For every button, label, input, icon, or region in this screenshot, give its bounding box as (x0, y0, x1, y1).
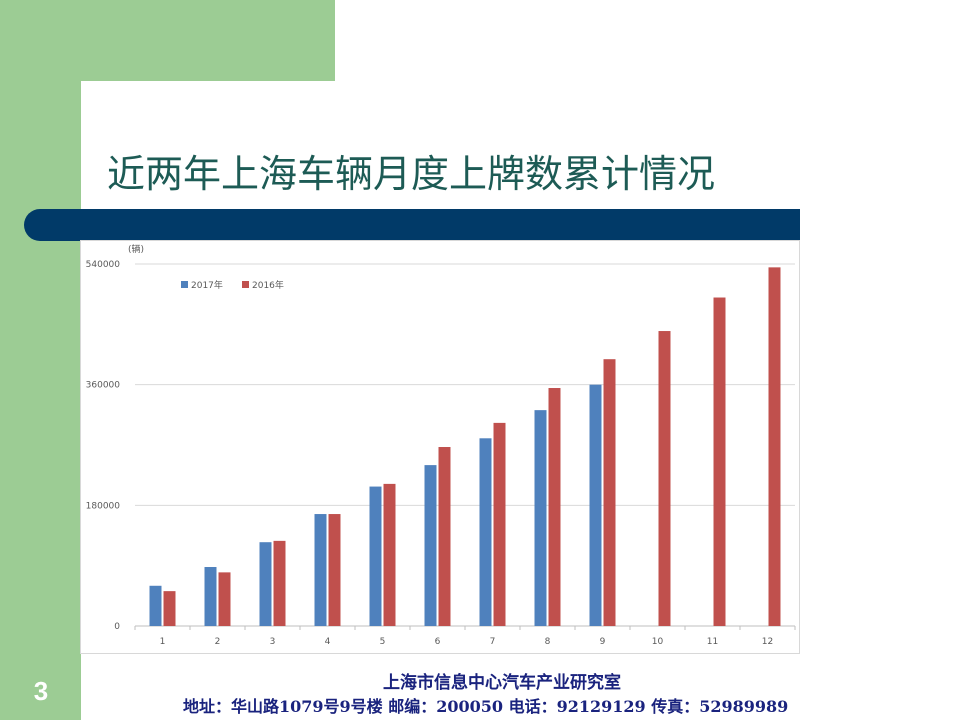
x-tick-label: 11 (707, 637, 718, 647)
bar-2017年-6 (424, 465, 437, 626)
green-left-band (0, 0, 81, 720)
y-tick-label: 180000 (86, 501, 121, 511)
bar-2016年-4 (328, 514, 341, 626)
y-axis-label: (辆) (128, 243, 144, 255)
bar-2017年-8 (534, 410, 547, 626)
legend-label: 2016年 (252, 279, 284, 291)
bar-2016年-1 (163, 591, 176, 626)
bar-2016年-6 (438, 447, 451, 626)
bar-2017年-5 (369, 486, 382, 626)
bar-2016年-3 (273, 540, 286, 626)
slide-title: 近两年上海车辆月度上牌数累计情况 (107, 152, 716, 196)
x-tick-label: 4 (325, 637, 331, 647)
x-tick-label: 1 (160, 637, 166, 647)
bar-2016年-12 (768, 267, 781, 626)
x-tick-label: 9 (600, 637, 606, 647)
title-underline-bar (24, 209, 800, 241)
legend-label: 2017年 (191, 279, 223, 291)
bar-2017年-9 (589, 384, 602, 626)
x-tick-label: 7 (490, 637, 496, 647)
bar-2016年-11 (713, 297, 726, 626)
bar-2016年-9 (603, 359, 616, 626)
bar-2016年-2 (218, 572, 231, 626)
bar-2016年-8 (548, 388, 561, 626)
y-tick-label: 360000 (86, 381, 121, 391)
y-tick-label: 0 (114, 622, 120, 632)
legend-swatch (242, 281, 249, 288)
bar-2017年-7 (479, 438, 492, 626)
legend-swatch (181, 281, 188, 288)
footer-contact: 地址：华山路1079号9号楼 邮编：200050 电话：92129129 传真：… (183, 697, 789, 716)
bar-2017年-4 (314, 514, 327, 626)
x-tick-label: 6 (435, 637, 441, 647)
page-number: 3 (33, 676, 49, 706)
bar-2016年-10 (658, 331, 671, 626)
y-tick-label: 540000 (86, 260, 121, 270)
x-tick-label: 2 (215, 637, 221, 647)
bar-2016年-7 (493, 422, 506, 626)
bar-2017年-2 (204, 567, 217, 626)
x-tick-label: 10 (652, 637, 664, 647)
x-tick-label: 8 (545, 637, 551, 647)
x-tick-label: 3 (270, 637, 276, 647)
bar-2017年-3 (259, 542, 272, 626)
footer-organization: 上海市信息中心汽车产业研究室 (383, 673, 621, 693)
x-tick-label: 5 (380, 637, 386, 647)
bar-2016年-5 (383, 483, 396, 626)
bar-2017年-1 (149, 585, 162, 626)
x-tick-label: 12 (762, 637, 773, 647)
